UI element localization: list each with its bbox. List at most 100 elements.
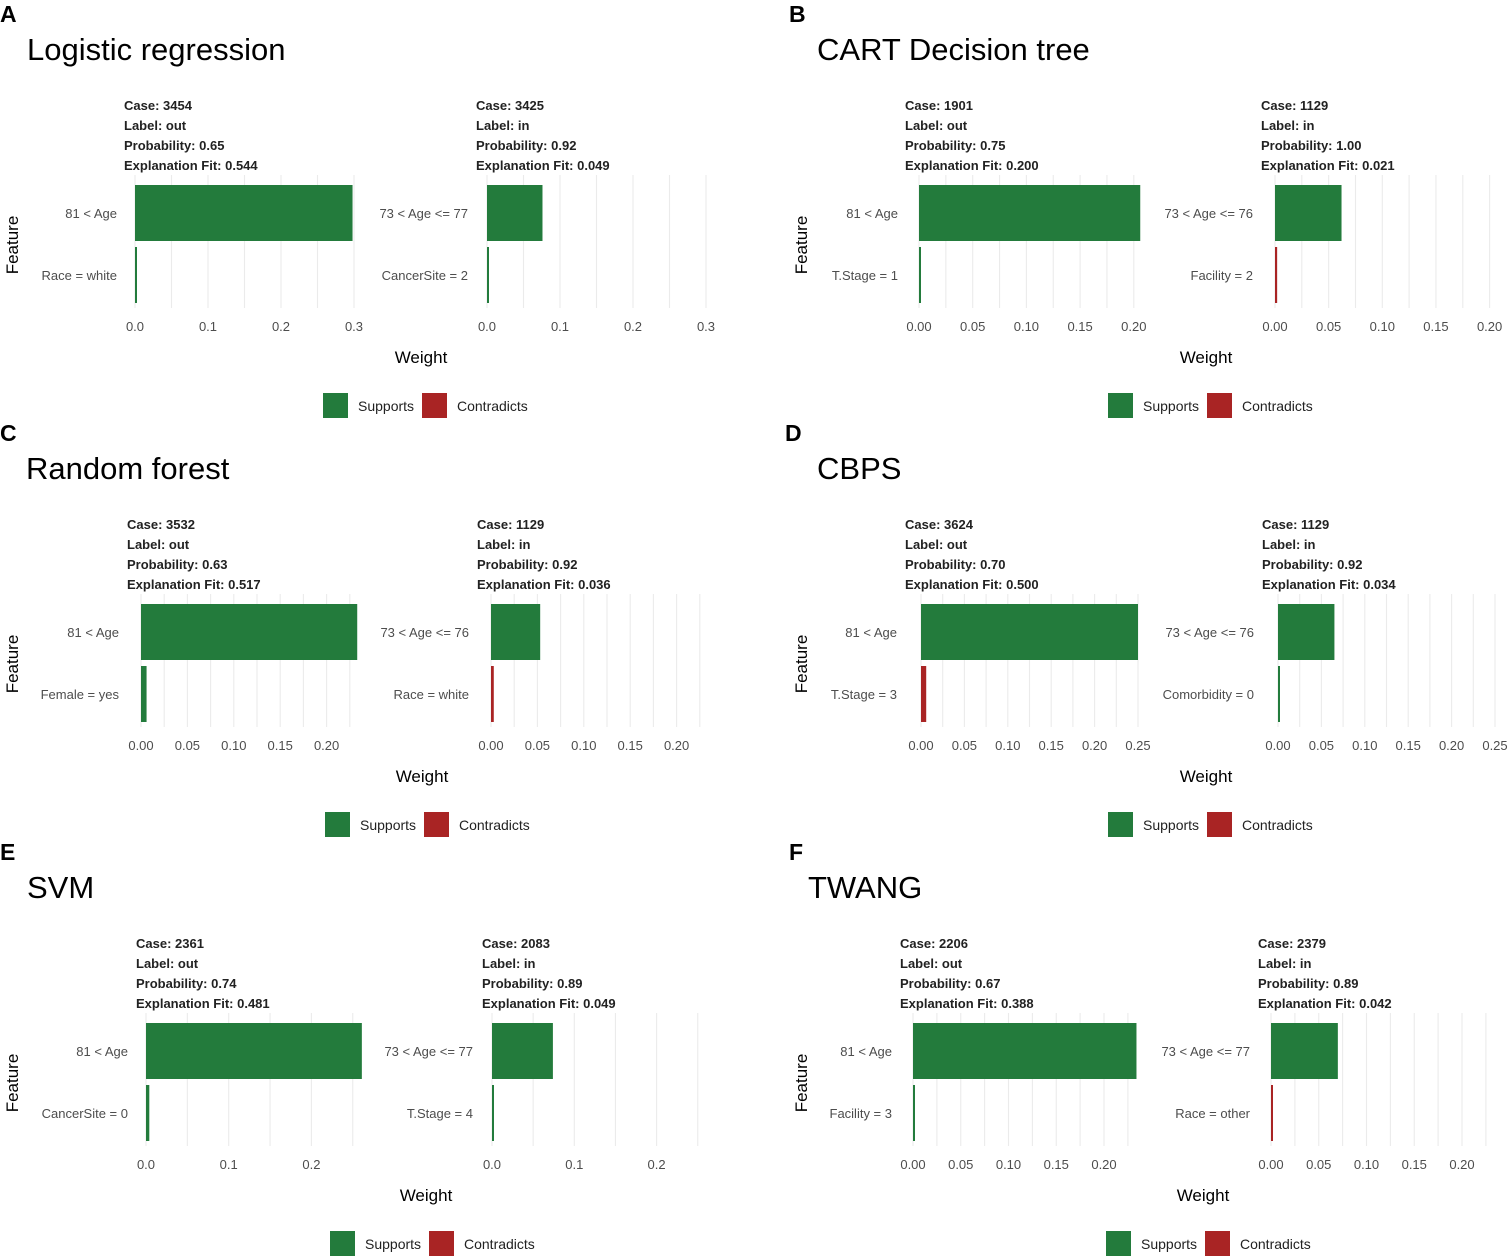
legend-swatch-supports — [325, 812, 350, 837]
x-tick-label: 0.00 — [1262, 319, 1287, 334]
x-tick-label: 0.20 — [664, 738, 689, 753]
y-axis-title: Feature — [3, 1054, 22, 1113]
x-tick-label: 0.3 — [697, 319, 715, 334]
panel-a: A Logistic regression Case: 3454 Label: out… — [0, 1, 715, 418]
bar-supports — [487, 247, 489, 303]
x-tick-label: 0.1 — [551, 319, 569, 334]
x-axis-title: Weight — [396, 767, 449, 786]
case-info-line: Label: out — [127, 537, 190, 552]
subplot-case-2: Case: 2379 Label: in Probability: 0.89 Expl… — [1161, 936, 1487, 1172]
case-info-line: Case: 1901 — [905, 98, 973, 113]
legend-label-contradicts: Contradicts — [464, 1236, 535, 1252]
legend-label-supports: Supports — [1143, 817, 1199, 833]
bar-supports — [919, 185, 1141, 241]
x-tick-label: 0.2 — [624, 319, 642, 334]
legend: Supports Contradicts — [1108, 812, 1313, 837]
panel-letter: E — [0, 839, 15, 865]
y-axis-title: Feature — [792, 216, 811, 275]
case-info-line: Label: out — [905, 537, 968, 552]
feature-label: Race = other — [1175, 1106, 1250, 1121]
x-tick-label: 0.15 — [1423, 319, 1448, 334]
legend-label-supports: Supports — [360, 817, 416, 833]
legend-swatch-supports — [1106, 1231, 1131, 1256]
bar-supports — [1278, 604, 1335, 660]
x-tick-label: 0.05 — [175, 738, 200, 753]
case-info-line: Case: 3532 — [127, 517, 195, 532]
bar-supports — [135, 185, 353, 241]
legend-label-supports: Supports — [365, 1236, 421, 1252]
subplot-case-2: Case: 2083 Label: in Probability: 0.89 Expl… — [384, 936, 699, 1172]
x-tick-label: 0.0 — [483, 1157, 501, 1172]
legend-label-contradicts: Contradicts — [459, 817, 530, 833]
bar-supports — [921, 604, 1138, 660]
feature-label: Female = yes — [41, 687, 120, 702]
bar-supports — [1275, 185, 1342, 241]
case-info-line: Probability: 0.67 — [900, 976, 1000, 991]
x-tick-label: 0.05 — [952, 738, 977, 753]
case-info-line: Probability: 0.75 — [905, 138, 1005, 153]
bar-supports — [491, 604, 541, 660]
panel-e: E SVM Case: 2361 Label: out Probability: 0.7… — [0, 839, 699, 1256]
legend-swatch-supports — [1108, 812, 1133, 837]
x-tick-label: 0.05 — [1316, 319, 1341, 334]
panel-b: B CART Decision tree Case: 1901 Label: out P… — [789, 1, 1502, 418]
bar-supports — [1278, 666, 1280, 722]
x-tick-label: 0.00 — [1258, 1157, 1283, 1172]
bar-supports — [913, 1085, 915, 1141]
case-info-line: Probability: 0.92 — [1262, 557, 1362, 572]
x-tick-label: 0.15 — [1402, 1157, 1427, 1172]
legend-swatch-contradicts — [422, 393, 447, 418]
case-info-line: Probability: 0.70 — [905, 557, 1005, 572]
legend-swatch-contradicts — [1205, 1231, 1230, 1256]
panel-letter: D — [785, 420, 802, 446]
x-tick-label: 0.10 — [1370, 319, 1395, 334]
x-tick-label: 0.1 — [199, 319, 217, 334]
case-info-line: Explanation Fit: 0.049 — [482, 996, 616, 1011]
case-info-line: Explanation Fit: 0.036 — [477, 577, 611, 592]
x-tick-label: 0.05 — [1306, 1157, 1331, 1172]
x-tick-label: 0.0 — [478, 319, 496, 334]
panel-d: D CBPS Case: 3624 Label: out Probability: 0.… — [785, 420, 1508, 837]
feature-label: Race = white — [393, 687, 469, 702]
x-tick-label: 0.2 — [648, 1157, 666, 1172]
feature-label: CancerSite = 2 — [382, 268, 468, 283]
x-tick-label: 0.10 — [1352, 738, 1377, 753]
panel-letter: F — [789, 839, 803, 865]
legend: Supports Contradicts — [330, 1231, 535, 1256]
feature-label: T.Stage = 4 — [407, 1106, 473, 1121]
case-info-line: Label: in — [477, 537, 531, 552]
x-tick-label: 0.05 — [948, 1157, 973, 1172]
legend-label-supports: Supports — [1141, 1236, 1197, 1252]
case-info-line: Explanation Fit: 0.481 — [136, 996, 270, 1011]
bar-contradicts — [921, 666, 927, 722]
x-tick-label: 0.15 — [618, 738, 643, 753]
bar-supports — [487, 185, 543, 241]
y-axis-title: Feature — [3, 216, 22, 275]
case-info-line: Probability: 0.92 — [476, 138, 576, 153]
panel-title: SVM — [27, 870, 94, 905]
subplot-case-1: Case: 2361 Label: out Probability: 0.74 Exp… — [42, 936, 362, 1172]
legend-label-supports: Supports — [1143, 398, 1199, 414]
x-tick-label: 0.0 — [137, 1157, 155, 1172]
x-tick-label: 0.0 — [126, 319, 144, 334]
panel-letter: B — [789, 1, 806, 27]
case-info-line: Explanation Fit: 0.021 — [1261, 158, 1395, 173]
case-info-line: Label: in — [476, 118, 530, 133]
case-info-line: Explanation Fit: 0.049 — [476, 158, 610, 173]
x-tick-label: 0.15 — [1044, 1157, 1069, 1172]
x-tick-label: 0.25 — [1125, 738, 1150, 753]
case-info-line: Case: 3425 — [476, 98, 544, 113]
x-tick-label: 0.15 — [1067, 319, 1092, 334]
panel-title: Random forest — [26, 451, 230, 486]
case-info-line: Case: 1129 — [1262, 517, 1329, 532]
case-info-line: Explanation Fit: 0.042 — [1258, 996, 1392, 1011]
x-tick-label: 0.00 — [908, 738, 933, 753]
case-info-line: Label: in — [482, 956, 536, 971]
case-info-line: Label: out — [905, 118, 968, 133]
case-info-line: Probability: 0.92 — [477, 557, 577, 572]
feature-label: 73 < Age <= 77 — [384, 1044, 473, 1059]
x-tick-label: 0.10 — [221, 738, 246, 753]
case-info-line: Label: out — [900, 956, 963, 971]
bar-contradicts — [1275, 247, 1278, 303]
